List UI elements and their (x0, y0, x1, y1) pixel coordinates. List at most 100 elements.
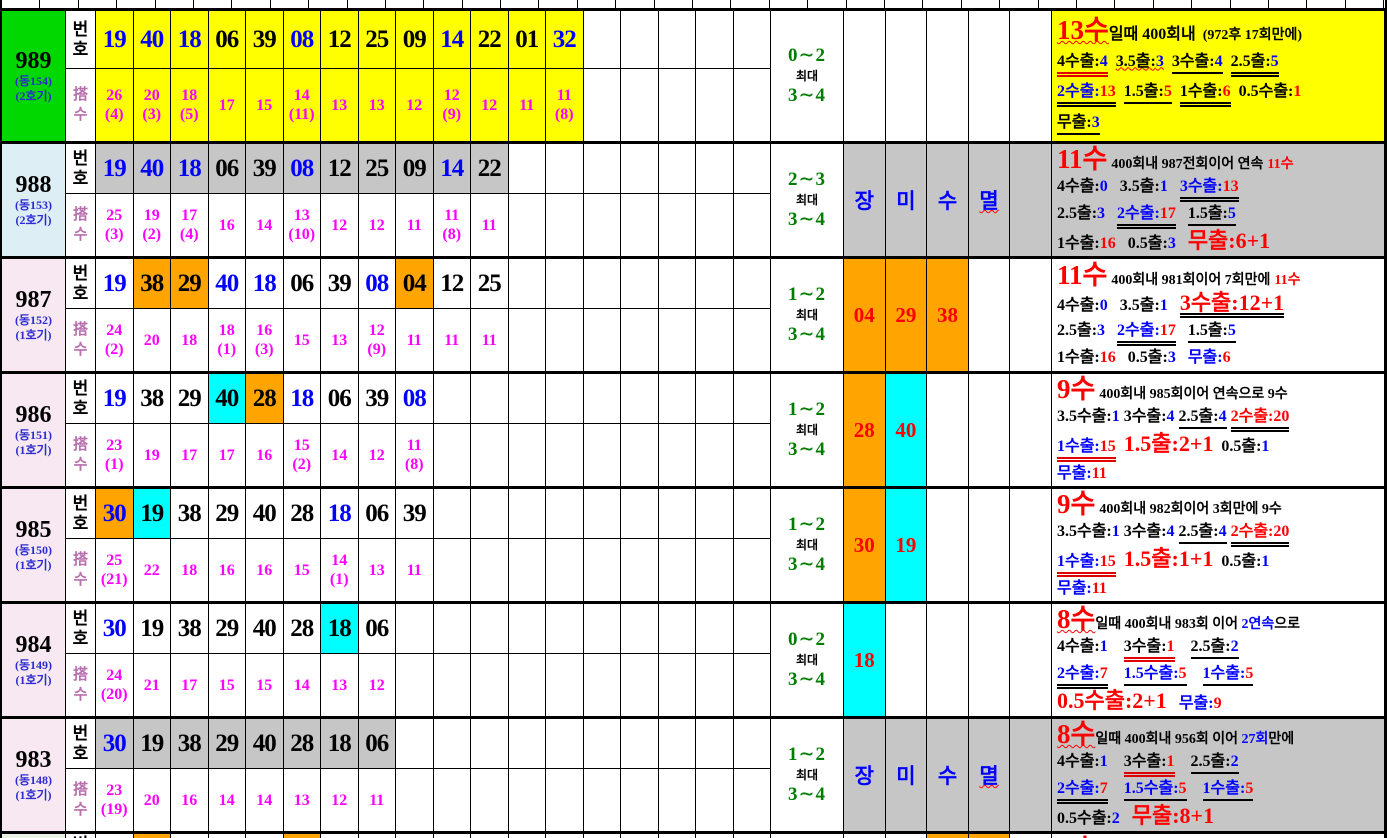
tap-count-cell[interactable] (433, 654, 471, 716)
number-cell[interactable] (696, 834, 734, 838)
number-cell[interactable]: 40 (246, 719, 284, 769)
stats-panel[interactable]: 9수 400회내 982회이어 3회만에 9수 3.5수출:1 3수출:4 2.5… (1051, 489, 1385, 601)
tap-count-cell[interactable] (621, 769, 659, 831)
tap-count-cell[interactable] (546, 539, 584, 601)
number-cell[interactable] (583, 144, 621, 194)
mark-cell[interactable] (1010, 489, 1052, 601)
number-cell[interactable]: 09 (396, 144, 434, 194)
mark-cell[interactable]: 40 (885, 374, 928, 486)
number-cell[interactable] (433, 604, 471, 654)
tap-count-cell[interactable] (508, 194, 546, 256)
tap-count-cell[interactable] (471, 654, 509, 716)
tap-count-cell[interactable] (508, 654, 546, 716)
mark-cell[interactable]: 장 (844, 144, 886, 256)
tap-count-cell[interactable]: 14 (283, 654, 321, 716)
number-cell[interactable] (471, 604, 509, 654)
number-cell[interactable]: 38 (171, 719, 209, 769)
mark-cell[interactable] (927, 11, 969, 141)
tap-count-cell[interactable] (508, 769, 546, 831)
tap-count-cell[interactable] (733, 194, 771, 256)
tap-count-cell[interactable] (471, 424, 509, 486)
number-cell[interactable] (696, 11, 734, 69)
tap-count-cell[interactable]: 11 (8) (546, 69, 584, 141)
tap-count-cell[interactable]: 13 (283, 769, 321, 831)
mark-cell[interactable] (968, 834, 1011, 838)
tap-count-cell[interactable] (696, 424, 734, 486)
number-cell[interactable] (96, 834, 134, 838)
tap-count-cell[interactable] (696, 539, 734, 601)
number-cell[interactable]: 08 (396, 374, 434, 424)
number-cell[interactable] (658, 719, 696, 769)
tap-count-cell[interactable]: 18 (1) (208, 309, 246, 371)
tap-count-cell[interactable]: 12 (321, 194, 359, 256)
tap-count-cell[interactable]: 17 (171, 424, 209, 486)
tap-count-cell[interactable]: 12 (9) (433, 69, 471, 141)
number-cell[interactable] (733, 604, 771, 654)
number-cell[interactable]: 40 (208, 259, 246, 309)
number-cell[interactable] (733, 489, 771, 539)
number-cell[interactable] (508, 489, 546, 539)
number-cell[interactable]: 09 (396, 11, 434, 69)
tap-count-cell[interactable] (583, 769, 621, 831)
number-cell[interactable] (621, 259, 659, 309)
number-cell[interactable]: 29 (208, 489, 246, 539)
mark-cell[interactable] (1010, 11, 1052, 141)
tap-count-cell[interactable] (733, 654, 771, 716)
number-cell[interactable]: 08 (283, 11, 321, 69)
number-cell[interactable]: 06 (283, 259, 321, 309)
range-cell[interactable] (771, 834, 844, 838)
mark-cell[interactable]: 38 (927, 259, 969, 371)
mark-cell[interactable]: 29 (885, 259, 928, 371)
tap-count-cell[interactable]: 14 (321, 424, 359, 486)
round-label-cell[interactable]: 984 (동149) (1호기) (2, 604, 66, 716)
tap-count-cell[interactable]: 14 (11) (283, 69, 321, 141)
mark-cell[interactable]: 19 (885, 489, 928, 601)
number-cell[interactable]: 22 (471, 11, 509, 69)
tap-count-cell[interactable]: 11 (396, 539, 434, 601)
number-cell[interactable]: 28 (246, 374, 284, 424)
tap-count-cell[interactable]: 15 (2) (283, 424, 321, 486)
number-cell[interactable]: 40 (246, 489, 284, 539)
tap-count-cell[interactable]: 12 (9) (358, 309, 396, 371)
tap-count-cell[interactable] (658, 424, 696, 486)
number-cell[interactable] (471, 489, 509, 539)
number-cell[interactable]: 06 (358, 489, 396, 539)
number-cell[interactable] (658, 11, 696, 69)
tap-count-cell[interactable]: 20 (133, 769, 171, 831)
tap-count-cell[interactable]: 12 (358, 654, 396, 716)
mark-cell[interactable]: 18 (844, 604, 886, 716)
number-cell[interactable]: 18 (321, 489, 359, 539)
tap-count-cell[interactable]: 11 (8) (396, 424, 434, 486)
mark-cell[interactable] (844, 11, 886, 141)
number-cell[interactable] (733, 374, 771, 424)
number-cell[interactable]: 28 (283, 604, 321, 654)
number-cell[interactable] (621, 604, 659, 654)
tap-count-cell[interactable] (696, 194, 734, 256)
number-cell[interactable]: 06 (321, 374, 359, 424)
number-cell[interactable] (171, 834, 209, 838)
tap-count-cell[interactable] (621, 539, 659, 601)
number-cell[interactable] (321, 834, 359, 838)
number-cell[interactable] (471, 719, 509, 769)
mark-cell[interactable]: 멸 (968, 144, 1011, 256)
mark-cell[interactable] (1010, 834, 1052, 838)
tap-count-cell[interactable] (433, 424, 471, 486)
number-cell[interactable]: 19 (96, 11, 134, 69)
tap-count-cell[interactable]: 15 (283, 309, 321, 371)
tap-count-cell[interactable]: 11 (433, 309, 471, 371)
number-cell[interactable] (733, 719, 771, 769)
tap-count-cell[interactable]: 12 (358, 194, 396, 256)
round-label-cell[interactable]: 985 (동150) (1호기) (2, 489, 66, 601)
mark-cell[interactable] (968, 259, 1011, 371)
tap-count-cell[interactable] (658, 194, 696, 256)
tap-count-cell[interactable]: 11 (471, 194, 509, 256)
tap-count-cell[interactable]: 23 (1) (96, 424, 134, 486)
tap-count-cell[interactable]: 17 (4) (171, 194, 209, 256)
number-cell[interactable] (433, 374, 471, 424)
tap-count-cell[interactable] (658, 769, 696, 831)
tap-count-cell[interactable] (696, 309, 734, 371)
number-cell[interactable] (508, 144, 546, 194)
mark-cell[interactable] (1010, 259, 1052, 371)
tap-count-cell[interactable] (696, 769, 734, 831)
mark-cell[interactable]: 30 (844, 489, 886, 601)
